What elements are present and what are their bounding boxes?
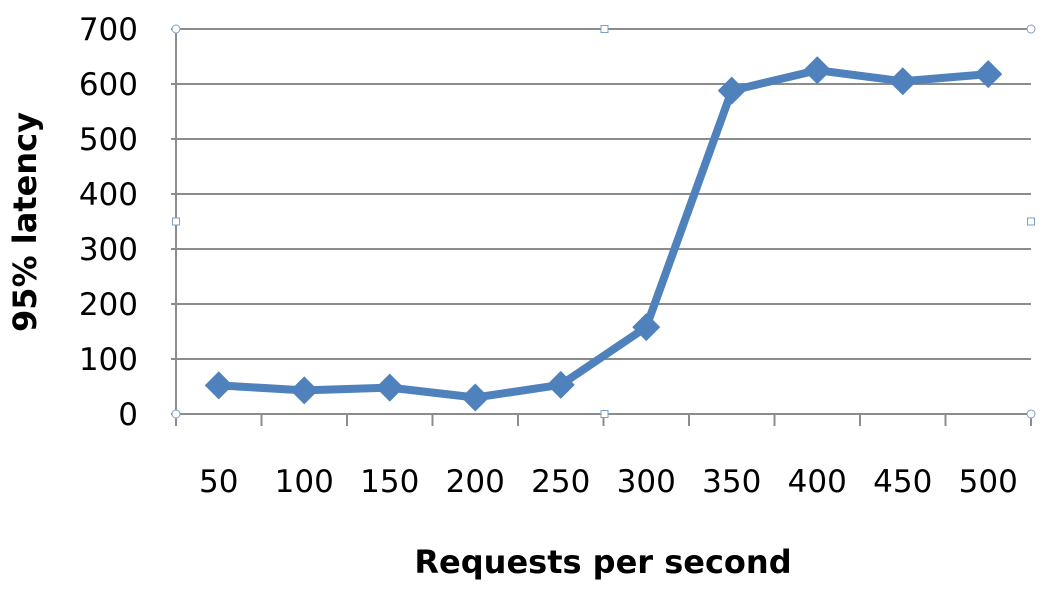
side-handle-0[interactable] <box>600 25 609 33</box>
y-tick-400: 400 <box>79 177 138 213</box>
series-layer <box>204 56 1003 412</box>
side-handle-1[interactable] <box>600 410 609 418</box>
x-tick-150: 150 <box>360 464 419 500</box>
corner-handle-3[interactable] <box>1026 409 1036 419</box>
y-tick-300: 300 <box>79 232 138 268</box>
side-handle-3[interactable] <box>1027 217 1035 226</box>
data-point-400 <box>803 56 832 85</box>
corner-handle-2[interactable] <box>171 409 181 419</box>
x-tick-400: 400 <box>788 464 847 500</box>
x-tick-50: 50 <box>199 464 238 500</box>
data-point-250 <box>546 370 575 399</box>
x-tick-500: 500 <box>959 464 1018 500</box>
gridlines <box>176 28 1031 360</box>
data-point-450 <box>888 67 917 96</box>
data-point-50 <box>204 371 233 400</box>
selection-handles[interactable] <box>171 24 1036 419</box>
y-tick-labels: 0 100 200 300 400 500 600 700 <box>79 12 138 433</box>
x-tick-labels: 50 100 150 200 250 300 350 400 450 500 <box>199 464 1018 500</box>
y-tick-500: 500 <box>79 122 138 158</box>
x-tick-200: 200 <box>446 464 505 500</box>
data-point-200 <box>461 383 490 412</box>
series-line-0 <box>214 66 993 402</box>
data-point-100 <box>290 376 319 405</box>
y-tick-700: 700 <box>79 12 138 48</box>
x-tick-350: 350 <box>702 464 761 500</box>
data-point-350 <box>717 76 746 105</box>
data-point-150 <box>375 373 404 402</box>
side-handle-2[interactable] <box>172 217 180 226</box>
y-axis-title: 95% latency <box>6 112 44 332</box>
y-tick-100: 100 <box>79 342 138 378</box>
x-tick-300: 300 <box>617 464 676 500</box>
data-point-500 <box>974 60 1003 89</box>
y-tick-200: 200 <box>79 287 138 323</box>
x-tick-100: 100 <box>275 464 334 500</box>
corner-handle-1[interactable] <box>1026 24 1036 34</box>
x-tick-450: 450 <box>873 464 932 500</box>
y-tick-0: 0 <box>118 397 138 433</box>
y-tick-600: 600 <box>79 67 138 103</box>
data-point-300 <box>632 313 661 342</box>
x-tick-250: 250 <box>531 464 590 500</box>
corner-handle-0[interactable] <box>171 24 181 34</box>
x-axis-title: Requests per second <box>414 543 791 581</box>
